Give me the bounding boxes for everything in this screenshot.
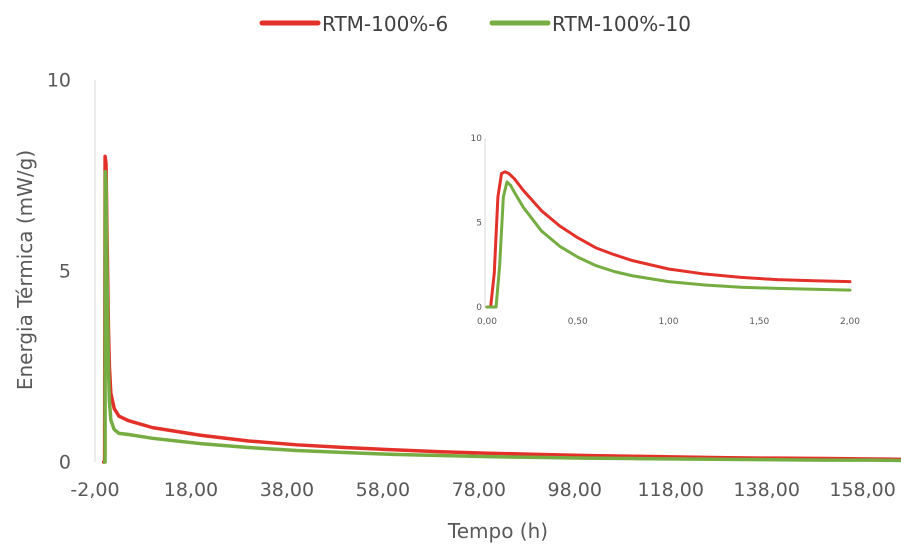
inset-y-tick-label: 0 [476, 303, 482, 313]
main-y-tick-label: 10 [47, 70, 71, 92]
legend-label-rtm-100-6: RTM-100%-6 [322, 12, 448, 36]
main-y-tick-label: 5 [59, 261, 71, 283]
main-series-line-rtm-100-10 [102, 169, 901, 464]
main-x-tick-label: 38,00 [260, 479, 314, 501]
main-x-tick-label: 138,00 [733, 479, 799, 501]
inset-x-tick-labels: 0,00 0,50 1,00 1,50 2,00 [477, 317, 860, 327]
legend-label-rtm-100-10: RTM-100%-10 [552, 12, 691, 36]
main-x-tick-label: 158,00 [829, 479, 895, 501]
inset-series-lines [485, 170, 852, 309]
main-x-tick-labels: -2,00 18,00 38,00 58,00 78,00 98,00 118,00 138,… [70, 479, 895, 501]
inset-x-tick-label: 1,50 [749, 317, 769, 327]
main-x-tick-label: -2,00 [70, 479, 119, 501]
inset-y-tick-labels: 0 5 10 [471, 134, 483, 313]
inset-x-tick-label: 2,00 [840, 317, 860, 327]
main-plot: 0 5 10 -2,00 18,00 38,00 58,00 78,00 98,00 118,0… [13, 70, 901, 543]
inset-x-tick-label: 0,00 [477, 317, 497, 327]
inset-x-tick-label: 0,50 [568, 317, 588, 327]
main-x-tick-label: 118,00 [637, 479, 703, 501]
inset-series-line-rtm-100-6 [485, 170, 852, 309]
main-y-tick-label: 0 [59, 452, 71, 474]
main-x-tick-label: 18,00 [164, 479, 218, 501]
main-x-tick-label: 78,00 [452, 479, 506, 501]
main-x-axis-title: Tempo (h) [447, 519, 548, 543]
inset-y-tick-label: 10 [471, 134, 483, 144]
main-x-tick-label: 98,00 [548, 479, 602, 501]
main-y-tick-labels: 0 5 10 [47, 70, 71, 474]
inset-plot: 0 5 10 0,00 0,50 1,00 1,50 2,00 [471, 134, 861, 327]
inset-series-line-rtm-100-10 [485, 180, 852, 309]
legend: RTM-100%-6 RTM-100%-10 [259, 12, 691, 36]
main-x-tick-label: 58,00 [356, 479, 410, 501]
main-y-axis-title: Energia Térmica (mW/g) [13, 150, 37, 390]
inset-x-tick-label: 1,00 [658, 317, 678, 327]
main-series-lines [101, 154, 901, 464]
inset-y-tick-label: 5 [476, 219, 482, 229]
